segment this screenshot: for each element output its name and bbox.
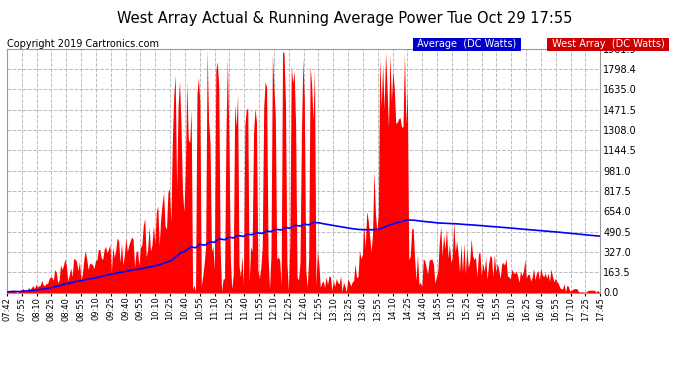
Text: West Array  (DC Watts): West Array (DC Watts): [549, 39, 667, 50]
Text: West Array Actual & Running Average Power Tue Oct 29 17:55: West Array Actual & Running Average Powe…: [117, 11, 573, 26]
Text: Copyright 2019 Cartronics.com: Copyright 2019 Cartronics.com: [7, 39, 159, 50]
Text: Average  (DC Watts): Average (DC Watts): [414, 39, 520, 50]
